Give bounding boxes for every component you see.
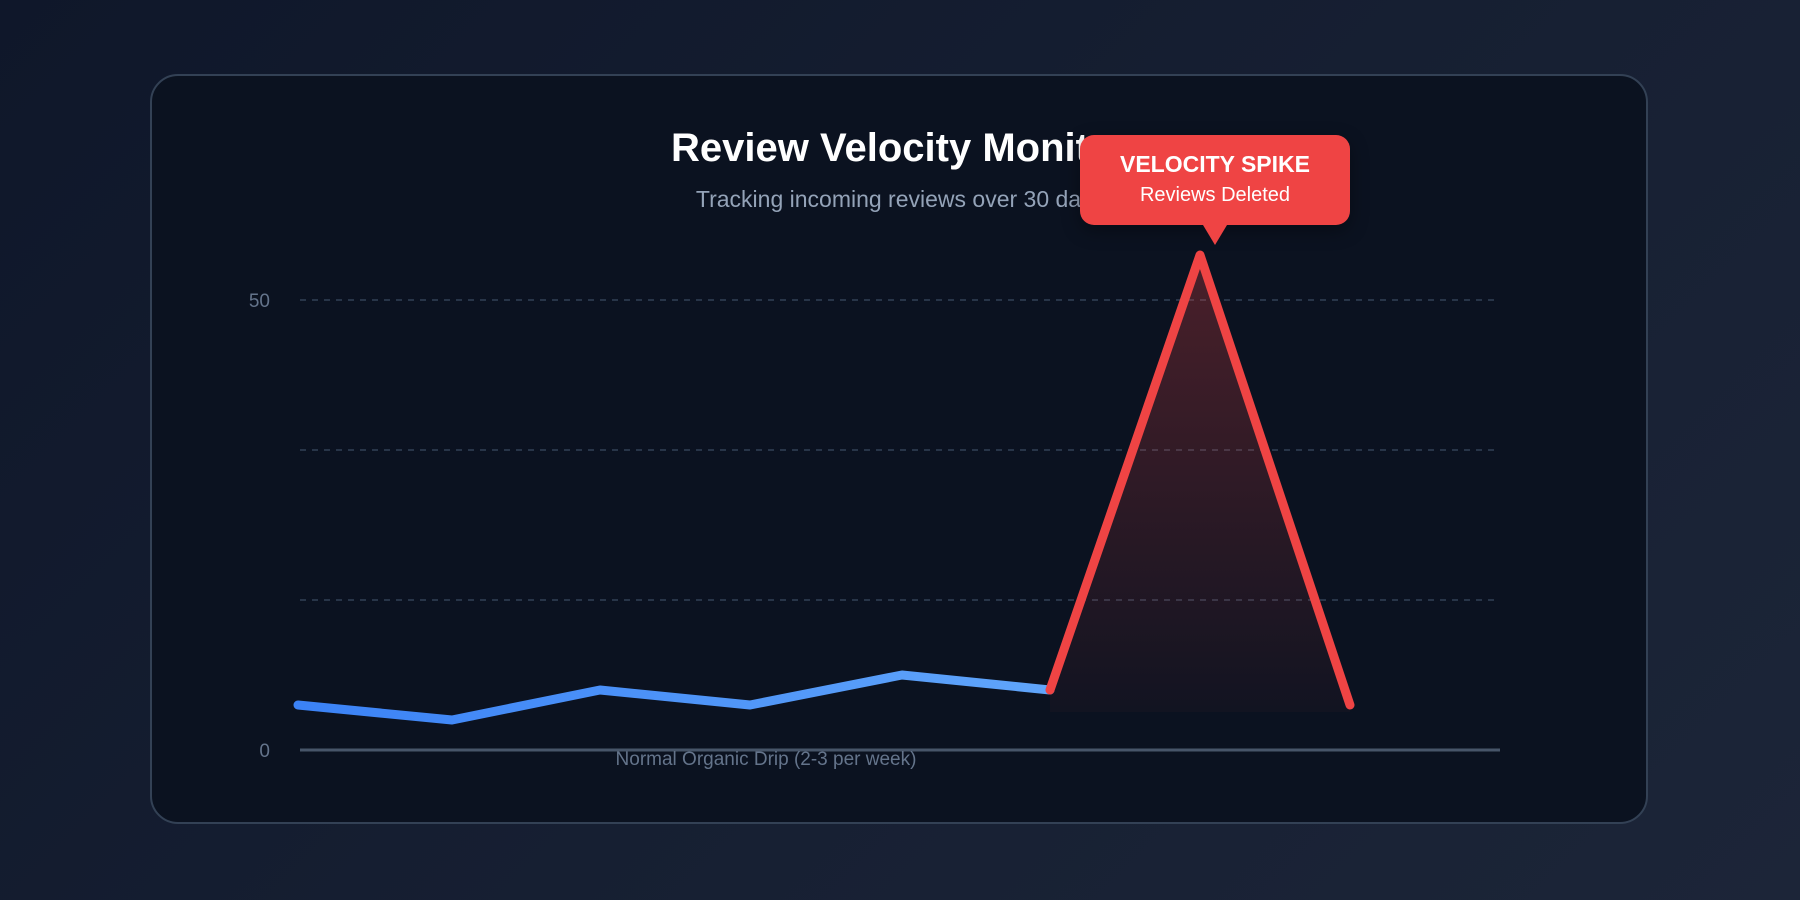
callout-detail: Reviews Deleted (1139, 184, 1291, 206)
y-tick-0: 0 (259, 741, 270, 762)
velocity-spike-callout: VELOCITY SPIKE Reviews Deleted (1080, 135, 1350, 245)
y-tick-50: 50 (249, 291, 270, 312)
chart-card (150, 74, 1648, 824)
spike-series-line (1045, 250, 1355, 710)
spike-area (1050, 255, 1350, 712)
gridlines (300, 299, 1495, 601)
page-title: Review Velocity Monitor (671, 126, 1129, 170)
normal-series-line (293, 670, 1055, 725)
baseline-annotation: Normal Organic Drip (2-3 per week) (616, 749, 917, 770)
callout-headline: VELOCITY SPIKE (1119, 151, 1310, 177)
page-subtitle: Tracking incoming reviews over 30 days (695, 186, 1105, 212)
